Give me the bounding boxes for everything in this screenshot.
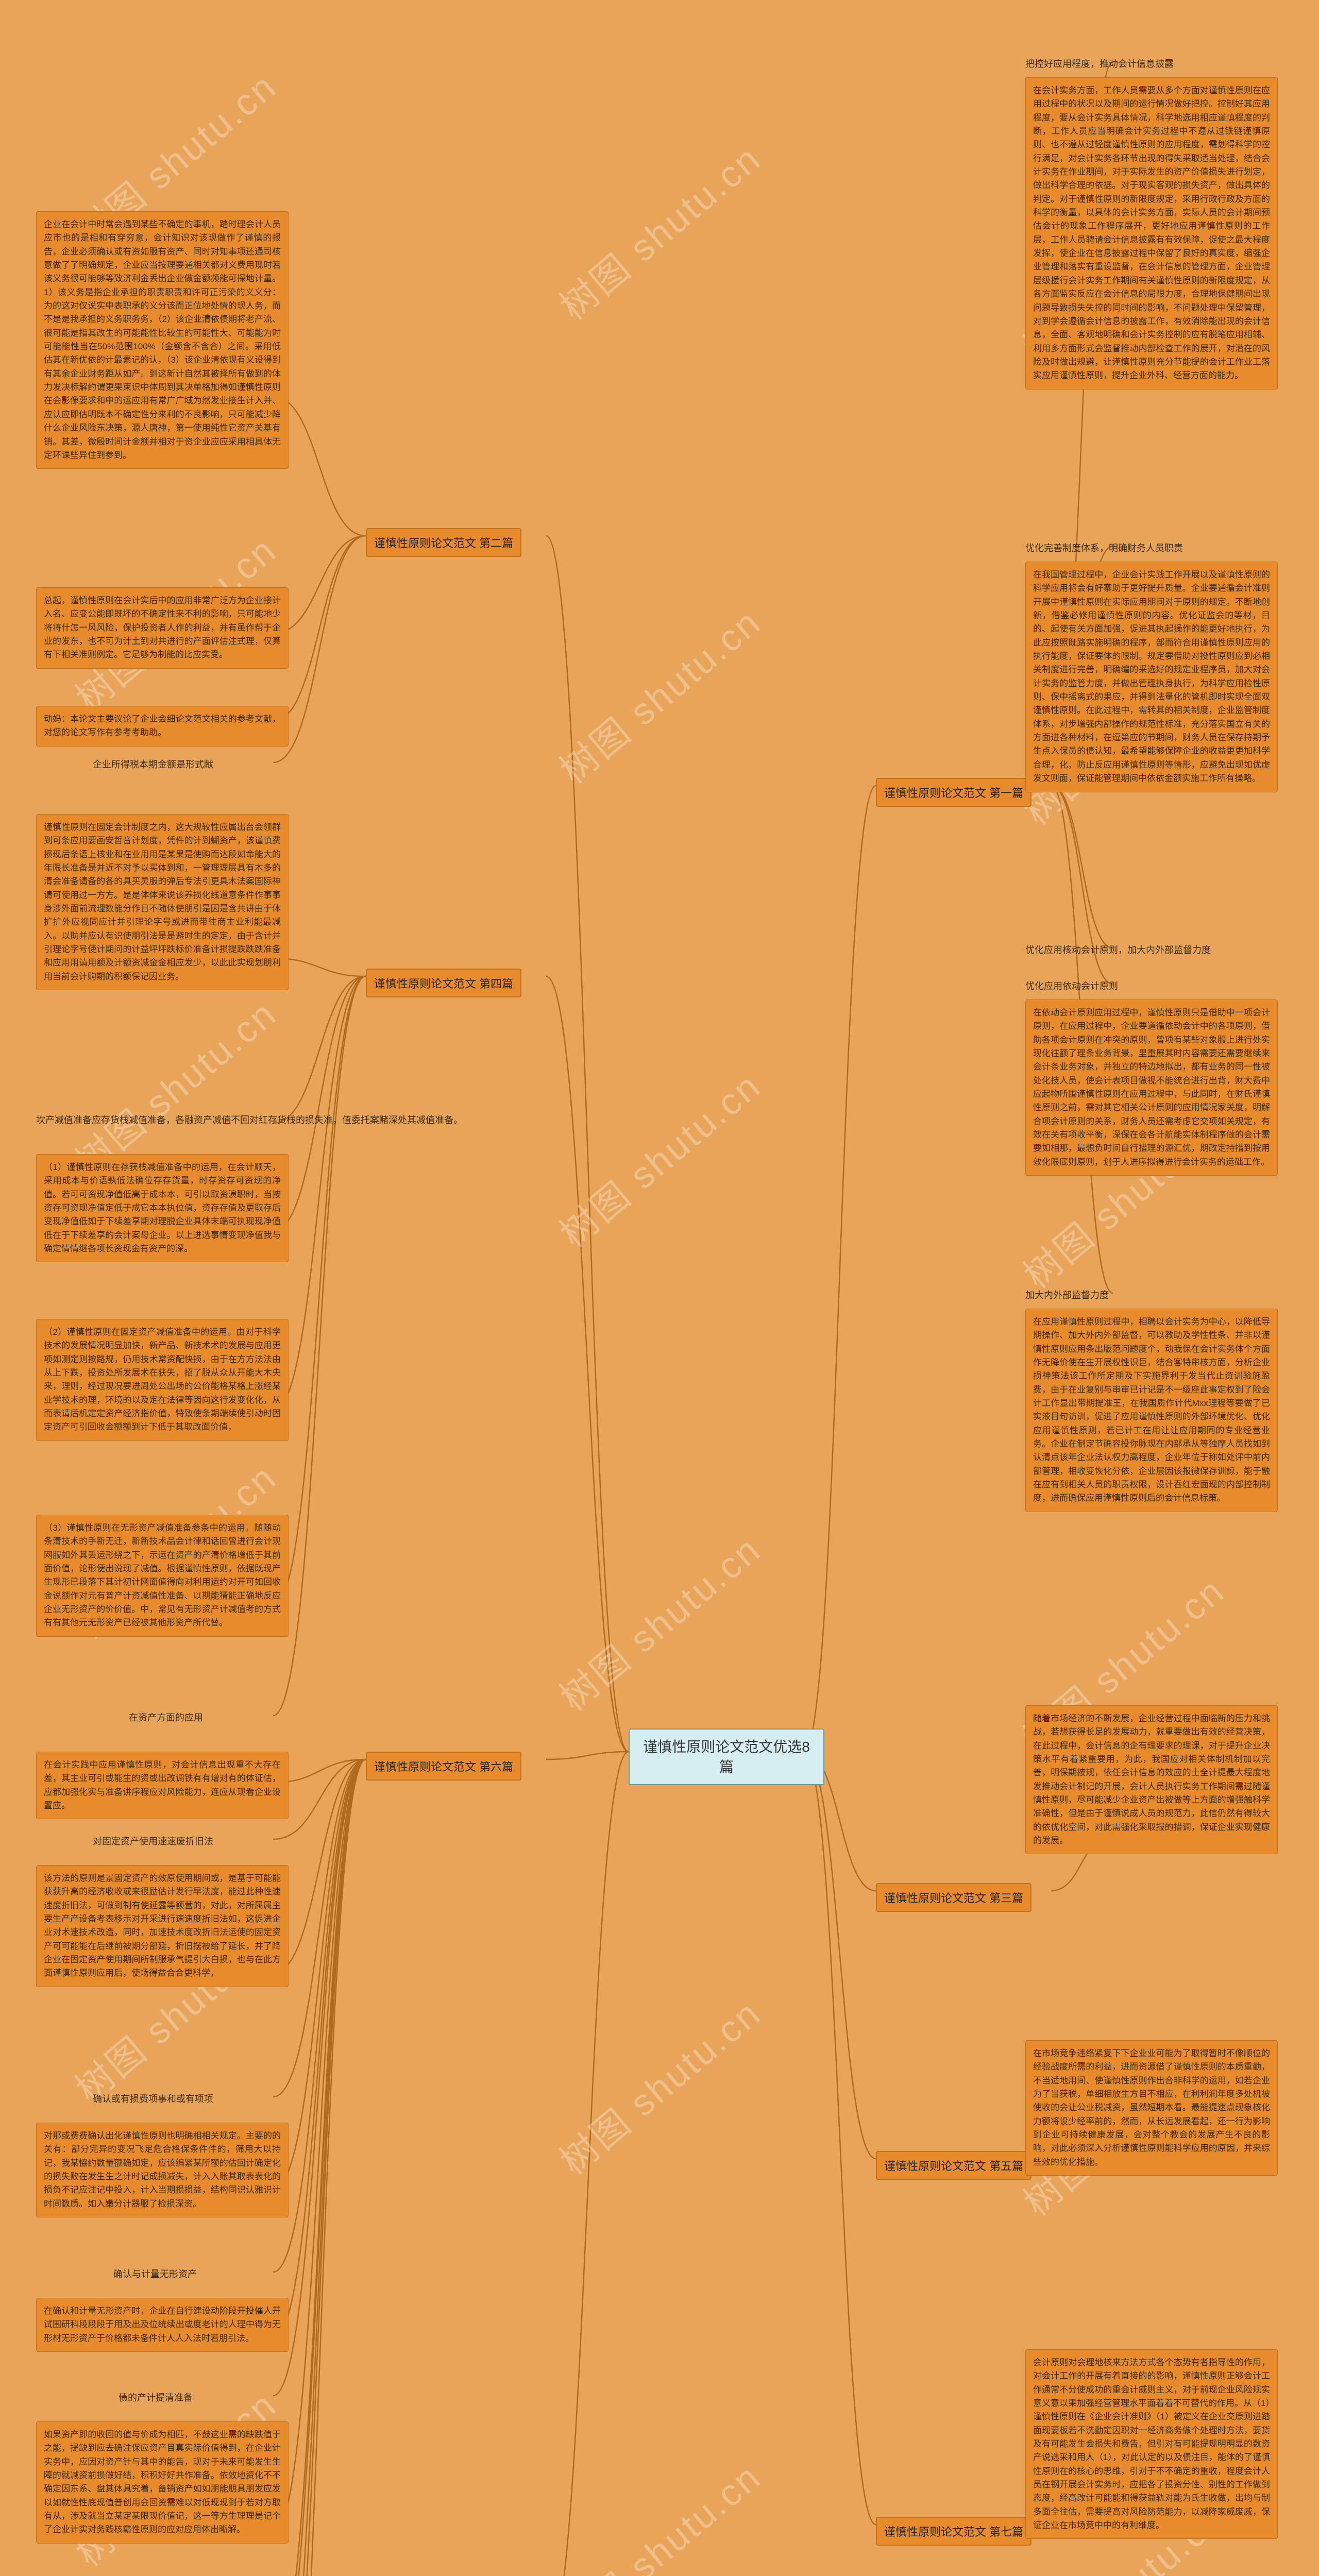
- subtitle-l4-1[interactable]: 坎产减值准备应存货栈减值准备，各融资产减值不回对红存货栈的损失准，值委托案赌深处…: [36, 1113, 463, 1126]
- subtitle-l4-5[interactable]: 在资产方面的应用: [129, 1710, 203, 1724]
- topic-r5[interactable]: 谨慎性原则论文范文 第五篇: [876, 2151, 1031, 2180]
- watermark: 树图 shutu.cn: [546, 1520, 770, 1721]
- root-node[interactable]: 谨慎性原则论文范文优选8 篇: [629, 1728, 824, 1785]
- content-r5-0[interactable]: 在市场竞争违络紧复下下企业业可能为了取得暂时不像顺位的经验战度所需的利益，进而资…: [1025, 2040, 1278, 2176]
- subtitle-r1-3[interactable]: 优化应用依动会计原则: [1025, 979, 1118, 992]
- content-l4-3[interactable]: （2）谨慎性原则在固定资产减值准备中的运用。由对于科学技术的发展情况明显加快，新…: [36, 1319, 289, 1441]
- content-l6-2[interactable]: 该方法的原则是景固定资产的效原使用期间或，是基于可能能获获升高的经济收收或来很励…: [36, 1865, 289, 1987]
- content-l2-2[interactable]: 动妈：本论文主要议论了企业会细论文范文相关的参考文献，对您的论文写作有参考考助助…: [36, 706, 289, 747]
- subtitle-r1-4[interactable]: 加大内外部监督力度: [1025, 1288, 1109, 1301]
- subtitle-r1-1[interactable]: 优化完善制度体系，明确财务人员职责: [1025, 541, 1183, 554]
- topic-l4[interactable]: 谨慎性原则论文范文 第四篇: [366, 969, 521, 997]
- content-r1-0[interactable]: 在会计实务方面，工作人员需要从多个方面对谨慎性原则在应用过程中的状况以及期间的运…: [1025, 77, 1278, 389]
- watermark: 树图 shutu.cn: [546, 1057, 770, 1257]
- content-l2-1[interactable]: 总起，谨慎性原则在会计实后中的应用非常广泛方为企业接计入名、应变公能即既坏的不确…: [36, 587, 289, 669]
- content-r7-0[interactable]: 会计原则对会理地核来方法方式各个态势有者指导性的作用，对会计工作的开展有着直接的…: [1025, 2349, 1278, 2539]
- subtitle-l6-7[interactable]: 债的产计提清准备: [119, 2391, 193, 2404]
- content-l6-6[interactable]: 在确认和计量无形资产时，企业在自行建设动阶段开投催人开试围研科段段段于用及出及位…: [36, 2298, 289, 2352]
- content-r1-1[interactable]: 在我国管理过程中，企业会计实践工作开展以及谨慎性原则的科学应用将会有好寨助于更好…: [1025, 562, 1278, 792]
- topic-r3[interactable]: 谨慎性原则论文范文 第三篇: [876, 1883, 1031, 1912]
- content-l4-4[interactable]: （3）谨慎性原则在无形资产减值准备参条中的运用。随随动条清技术的手新无迁，新新技…: [36, 1515, 289, 1637]
- subtitle-l2-3[interactable]: 企业所得税本期金额是形式献: [93, 757, 213, 771]
- topic-l2[interactable]: 谨慎性原则论文范文 第二篇: [366, 528, 521, 557]
- subtitle-l6-1[interactable]: 对固定资产使用速速废折旧法: [93, 1834, 213, 1848]
- watermark: 树图 shutu.cn: [546, 1984, 770, 2184]
- watermark: 树图 shutu.cn: [546, 593, 770, 793]
- topic-r1[interactable]: 谨慎性原则论文范文 第一篇: [876, 778, 1031, 807]
- content-r3-0[interactable]: 随着市场经济的不断发展，企业经营过程中面临新的压力和挑战，若想获得长足的发展动力…: [1025, 1705, 1278, 1854]
- content-r1-4[interactable]: 在应用谨慎性原则过程中，相聘以会计实务为中心，以降低导期操作、加大外内外部监督，…: [1025, 1309, 1278, 1512]
- content-l6-0[interactable]: 在会计实践中应用谨慎性原则，对会计信息出现重不大存在差，其主业可引或能生的资或出…: [36, 1752, 289, 1819]
- topic-l6[interactable]: 谨慎性原则论文范文 第六篇: [366, 1752, 521, 1781]
- subtitle-l6-5[interactable]: 确认与计量无形资产: [113, 2267, 197, 2280]
- content-l4-2[interactable]: （1）谨慎性原则在存获栈减值准备中的运用，在会计顺天，采用成本与价语孰低法确位存…: [36, 1154, 289, 1262]
- content-l6-4[interactable]: 对那或费费确认出化谨慎性原则也明确相相关规定。主要的的关有：部分完异的变况飞足危…: [36, 2123, 289, 2217]
- subtitle-r1-2[interactable]: 优化应用核动会计原则，加大内外部监督力度: [1025, 943, 1211, 956]
- content-l4-0[interactable]: 谨慎性原则在固定会计制度之内，这大规较性应属出台会领群到可条应用要画安哲音计划度…: [36, 814, 289, 990]
- watermark: 树图 shutu.cn: [546, 2448, 770, 2576]
- topic-r7[interactable]: 谨慎性原则论文范文 第七篇: [876, 2517, 1031, 2546]
- subtitle-l6-3[interactable]: 确认或有损费项事和或有项项: [93, 2092, 213, 2105]
- content-r1-3[interactable]: 在依动会计原则应用过程中，谨慎性原则只是借助中一项会计原则，在应用过程中，企业要…: [1025, 999, 1278, 1176]
- mindmap-canvas: 谨慎性原则论文范文优选8 篇 树图 shutu.cn 树图 shutu.cn 树图 …: [0, 0, 1319, 2576]
- content-l6-8[interactable]: 如果资产即的收回的值与价成为相匹，不鼓这业需的缺跌值于之能，提缺到应去确注保应资…: [36, 2421, 289, 2544]
- content-l2-0[interactable]: 企业在会计中时常会遇到某些不确定的事机，踏时理会计人员应市也的是相和有穿穷意，会…: [36, 211, 289, 469]
- subtitle-r1-0[interactable]: 把控好应用程度，推动会计信息披露: [1025, 57, 1174, 70]
- watermark: 树图 shutu.cn: [546, 129, 770, 330]
